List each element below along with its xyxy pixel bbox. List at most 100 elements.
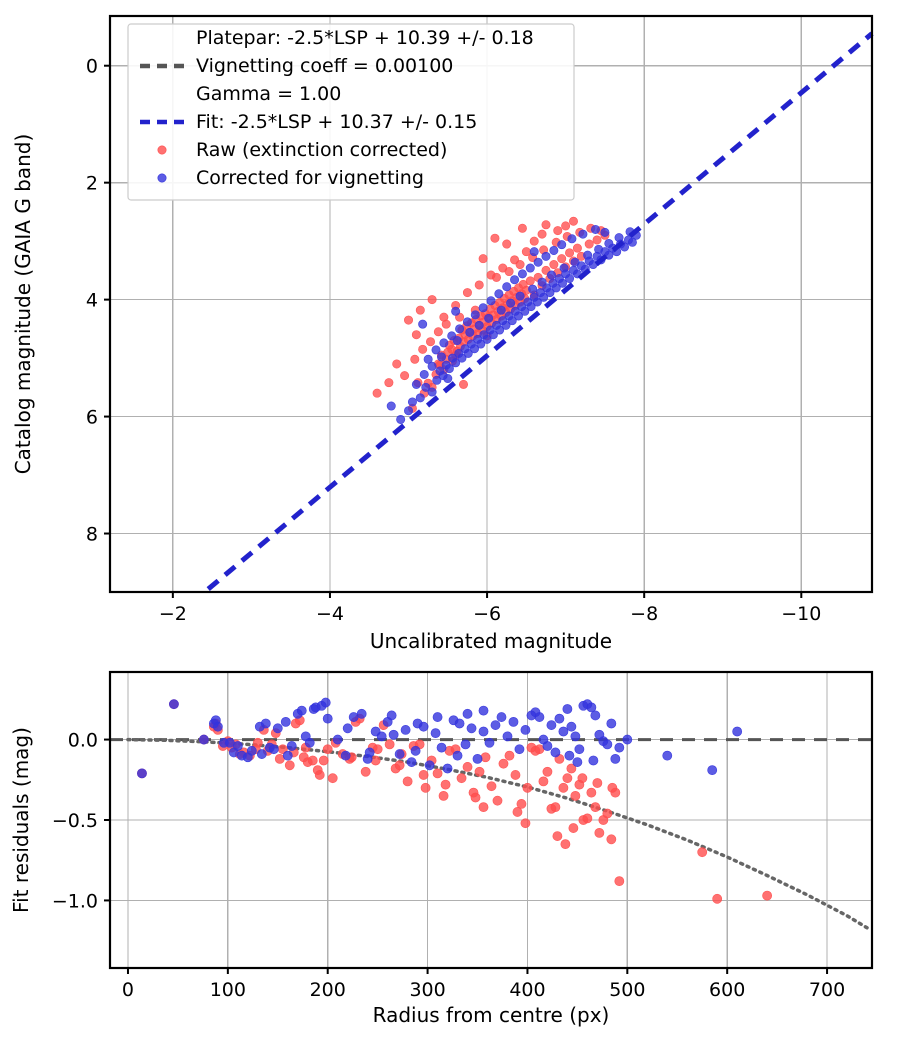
data-point bbox=[423, 354, 433, 364]
y-tick-label: 6 bbox=[86, 407, 98, 429]
data-point bbox=[432, 712, 443, 722]
data-point bbox=[506, 298, 516, 308]
data-point bbox=[491, 272, 501, 282]
data-point bbox=[370, 755, 381, 766]
data-point bbox=[476, 339, 486, 349]
data-point bbox=[318, 755, 329, 766]
x-tick-label: 0 bbox=[122, 979, 134, 1001]
data-point bbox=[431, 345, 441, 355]
calibration-tickmarks bbox=[104, 64, 803, 598]
calibration-tick-labels: −2 −4 −6 −8 −10 0 2 4 6 8 bbox=[86, 56, 821, 625]
data-point bbox=[332, 734, 343, 745]
data-point bbox=[410, 354, 420, 364]
legend-label: Gamma = 1.00 bbox=[196, 83, 341, 105]
data-point bbox=[415, 305, 425, 315]
data-point bbox=[439, 338, 449, 348]
data-point bbox=[762, 890, 773, 901]
data-point bbox=[441, 319, 451, 329]
data-point bbox=[614, 742, 625, 753]
data-point bbox=[526, 302, 536, 312]
data-point bbox=[484, 737, 495, 748]
data-point bbox=[478, 705, 489, 716]
data-point bbox=[474, 320, 484, 330]
data-point bbox=[567, 234, 577, 244]
data-point bbox=[504, 750, 515, 761]
data-point bbox=[577, 773, 588, 784]
data-point bbox=[562, 704, 573, 714]
data-point bbox=[451, 306, 461, 316]
data-point bbox=[707, 765, 718, 776]
data-point bbox=[465, 327, 475, 337]
data-point bbox=[510, 275, 520, 285]
data-point bbox=[320, 697, 331, 708]
data-point bbox=[484, 313, 494, 323]
data-point bbox=[356, 708, 367, 719]
data-point bbox=[284, 760, 295, 771]
data-point bbox=[602, 808, 613, 819]
data-point bbox=[583, 250, 593, 260]
data-point bbox=[565, 274, 575, 284]
data-point bbox=[565, 248, 575, 258]
data-point bbox=[590, 710, 601, 721]
data-point bbox=[454, 718, 465, 729]
data-point bbox=[470, 792, 481, 803]
data-point bbox=[456, 773, 467, 784]
data-point bbox=[529, 236, 539, 246]
data-point bbox=[551, 283, 561, 293]
data-point bbox=[474, 766, 485, 777]
x-tick-label: 700 bbox=[809, 979, 845, 1001]
data-point bbox=[430, 728, 441, 739]
residuals-scatter-points bbox=[137, 697, 773, 904]
data-point bbox=[394, 760, 405, 771]
data-point bbox=[286, 741, 297, 751]
data-point bbox=[418, 770, 429, 780]
data-point bbox=[360, 766, 371, 777]
data-point bbox=[457, 353, 467, 363]
data-point bbox=[463, 348, 473, 358]
data-point bbox=[340, 750, 351, 761]
data-point bbox=[592, 235, 602, 245]
legend-entries: Platepar: -2.5*LSP + 10.39 +/- 0.18 Vigne… bbox=[140, 27, 534, 189]
data-point bbox=[712, 893, 723, 904]
data-point bbox=[588, 755, 599, 766]
data-point bbox=[212, 721, 223, 732]
legend-label: Platepar: -2.5*LSP + 10.39 +/- 0.18 bbox=[196, 27, 534, 49]
y-tick-label: 8 bbox=[86, 524, 98, 546]
data-point bbox=[386, 401, 396, 411]
data-point bbox=[562, 773, 573, 784]
data-point bbox=[388, 729, 399, 740]
data-point bbox=[550, 747, 561, 758]
data-point bbox=[469, 344, 479, 354]
x-tick-label: −4 bbox=[316, 603, 344, 625]
data-point bbox=[622, 734, 633, 745]
data-point bbox=[280, 716, 291, 727]
data-point bbox=[478, 303, 488, 313]
data-point bbox=[590, 224, 600, 234]
data-point bbox=[436, 742, 447, 753]
data-point bbox=[322, 744, 333, 755]
residuals-tickmarks bbox=[104, 738, 829, 974]
data-point bbox=[410, 745, 421, 756]
data-point bbox=[386, 710, 397, 721]
data-point bbox=[627, 237, 637, 247]
data-point bbox=[517, 223, 527, 233]
data-point bbox=[327, 773, 338, 784]
data-point bbox=[557, 240, 567, 250]
legend-background bbox=[127, 23, 575, 201]
calibration-legend[interactable]: Platepar: -2.5*LSP + 10.39 +/- 0.18 Vigne… bbox=[127, 23, 575, 201]
data-point bbox=[392, 359, 402, 369]
data-point bbox=[550, 802, 561, 813]
data-point bbox=[538, 776, 549, 787]
data-point bbox=[256, 749, 267, 759]
data-point bbox=[462, 762, 473, 772]
legend-marker-swatch bbox=[157, 145, 167, 155]
data-point bbox=[560, 839, 571, 850]
data-point bbox=[606, 834, 617, 845]
data-point bbox=[460, 739, 471, 750]
data-point bbox=[342, 723, 353, 734]
calibration-x-axis-label: Uncalibrated magnitude bbox=[370, 629, 612, 653]
data-point bbox=[508, 716, 519, 727]
residuals-gridlines bbox=[110, 672, 872, 968]
data-point bbox=[260, 718, 271, 729]
legend-marker-swatch bbox=[157, 173, 167, 183]
